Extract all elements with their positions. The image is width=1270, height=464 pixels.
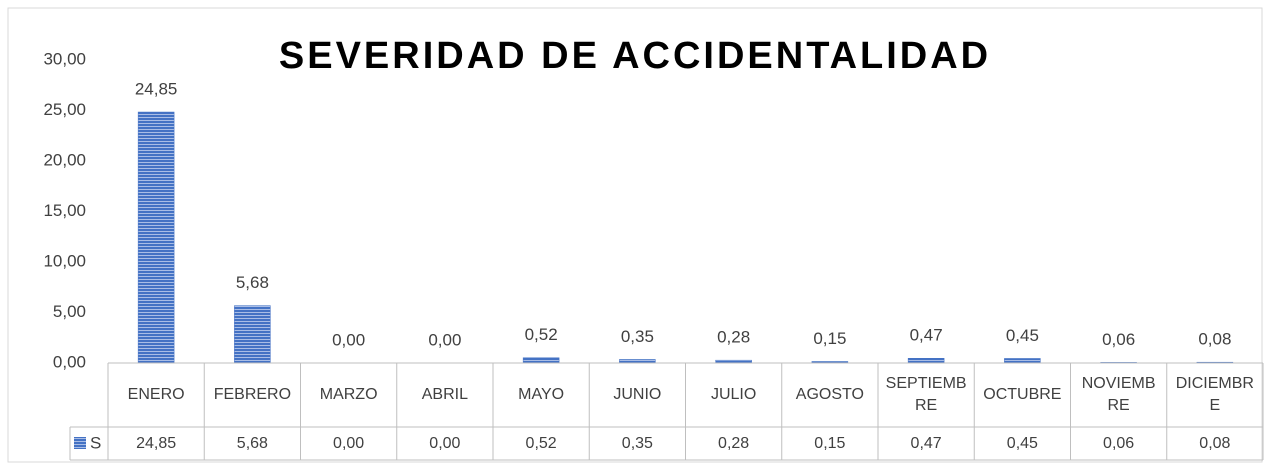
data-label: 0,28 [717,328,750,347]
table-value: 5,68 [236,434,268,452]
x-tick-label: ENERO [127,386,185,403]
chart-title: SEVERIDAD DE ACCIDENTALIDAD [279,35,991,77]
x-tick-label: JULIO [710,386,757,403]
data-label: 0,08 [1198,330,1231,349]
data-label: 0,00 [332,330,365,349]
table-value: 0,35 [621,434,653,452]
x-tick-label: MARZO [319,386,378,403]
chart-border [7,7,1263,463]
data-label: 0,52 [525,325,558,344]
bar [234,305,271,364]
y-tick-label: 5,00 [53,302,86,321]
y-tick-label: 25,00 [43,100,86,119]
data-label: 0,47 [910,326,943,345]
x-tick-label: NOVIEMBRE [1081,375,1156,414]
table-value: 0,28 [718,434,750,452]
table-value: 0,08 [1199,434,1231,452]
x-tick-label: DICIEMBRE [1175,375,1254,414]
data-label: 0,35 [621,327,654,346]
table-value: 0,47 [910,434,942,452]
x-tick-label: ABRIL [421,386,468,403]
y-tick-label: 30,00 [43,49,86,68]
data-label: 5,68 [236,273,269,292]
data-label: 0,15 [813,329,846,348]
table-value: 0,45 [1006,434,1038,452]
x-tick-label: SEPTIEMBRE [885,375,967,414]
table-value: 24,85 [136,434,177,452]
y-tick-label: 20,00 [43,150,86,169]
x-tick-label: OCTUBRE [983,386,1062,403]
y-tick-label: 15,00 [43,201,86,220]
table-value: 0,00 [333,434,365,452]
legend-label: S [90,433,101,452]
table-value: 0,52 [525,434,557,452]
legend-key [74,437,86,449]
data-label: 24,85 [135,79,178,98]
y-tick-label: 10,00 [43,251,86,270]
data-label: 0,00 [428,330,461,349]
table-value: 0,06 [1103,434,1135,452]
x-tick-label: FEBRERO [213,386,292,403]
table-value: 0,15 [814,434,846,452]
table-value: 0,00 [429,434,461,452]
data-label: 0,45 [1006,326,1039,345]
bar [137,111,175,364]
x-tick-label: JUNIO [613,386,662,403]
x-tick-label: AGOSTO [795,386,864,403]
x-tick-label: MAYO [518,386,565,403]
data-label: 0,06 [1102,330,1135,349]
y-tick-label: 0,00 [53,352,86,371]
